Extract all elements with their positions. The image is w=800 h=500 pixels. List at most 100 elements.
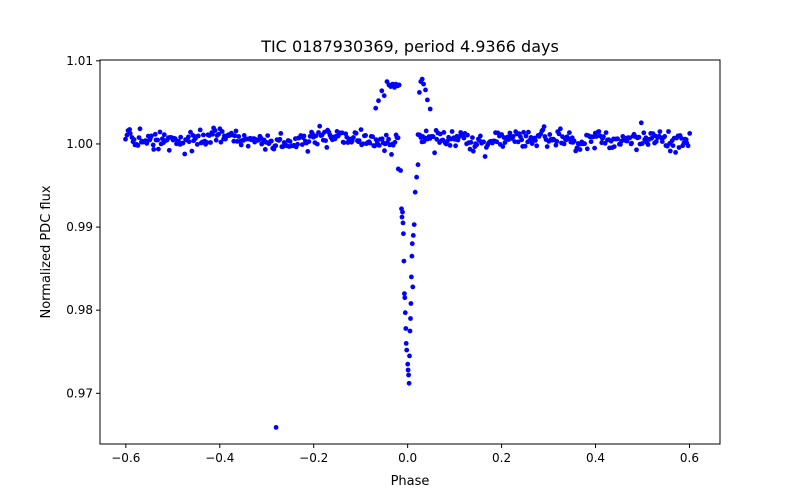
data-point <box>395 135 401 141</box>
data-point <box>547 132 553 137</box>
data-point <box>323 138 328 144</box>
data-point <box>670 143 676 149</box>
data-point <box>299 142 305 148</box>
data-point <box>341 140 347 146</box>
data-point <box>649 135 655 141</box>
data-point <box>386 136 391 142</box>
data-point <box>592 145 597 151</box>
data-point <box>180 140 186 146</box>
data-point <box>407 328 413 334</box>
data-point <box>339 130 345 136</box>
data-point <box>151 147 157 152</box>
data-point <box>470 135 475 141</box>
data-point <box>157 129 163 135</box>
data-point <box>402 295 408 301</box>
data-point <box>210 131 216 137</box>
data-point <box>407 353 412 359</box>
data-point <box>482 154 488 159</box>
data-point <box>603 130 609 136</box>
data-point <box>521 129 526 135</box>
data-point <box>404 347 410 353</box>
data-point <box>306 139 312 145</box>
data-point <box>423 128 429 134</box>
data-point <box>376 143 382 148</box>
data-point <box>685 143 691 149</box>
data-point <box>405 361 411 367</box>
data-point <box>402 310 408 316</box>
data-point <box>453 143 458 149</box>
x-tick-label: −0.4 <box>205 451 234 465</box>
data-point <box>213 137 219 143</box>
data-point <box>417 90 422 95</box>
data-point <box>425 97 430 103</box>
data-point <box>553 142 559 148</box>
data-point <box>400 220 406 226</box>
data-point <box>219 129 225 134</box>
data-point <box>212 128 218 133</box>
y-tick-label: 1.01 <box>66 54 93 68</box>
data-point <box>310 131 315 136</box>
data-point <box>204 140 210 145</box>
data-point <box>584 146 590 152</box>
data-point <box>588 139 594 145</box>
data-point <box>596 129 602 134</box>
y-tick-label: 0.99 <box>66 220 93 234</box>
data-point <box>273 143 279 149</box>
data-point <box>403 326 409 331</box>
data-point <box>445 138 450 144</box>
y-axis: 0.97 0.98 0.99 1.00 1.01 <box>66 54 100 400</box>
data-point <box>401 231 406 237</box>
data-point <box>657 129 663 135</box>
data-point <box>411 222 417 228</box>
data-point <box>135 143 141 148</box>
data-point <box>186 134 191 140</box>
data-point <box>241 133 247 138</box>
data-point <box>144 141 150 146</box>
x-tick-label: 0.6 <box>680 451 699 465</box>
data-point <box>376 98 381 104</box>
data-point <box>400 209 405 215</box>
data-point <box>470 148 476 154</box>
data-point <box>233 128 239 134</box>
data-point <box>372 143 377 149</box>
chart-title: TIC 0187930369, period 4.9366 days <box>260 37 559 56</box>
data-point <box>659 139 665 145</box>
data-point <box>415 162 421 168</box>
data-point <box>687 131 693 136</box>
data-point <box>673 150 678 155</box>
data-point <box>186 139 192 145</box>
data-point <box>522 143 528 149</box>
data-point <box>278 131 284 136</box>
data-point <box>161 132 167 138</box>
data-point <box>152 131 158 137</box>
data-point <box>432 150 437 156</box>
y-tick-label: 1.00 <box>66 137 93 151</box>
data-point <box>381 93 387 99</box>
data-point <box>196 133 201 139</box>
data-point <box>409 253 415 259</box>
data-point <box>481 139 486 145</box>
data-point <box>401 258 407 264</box>
x-tick-label: 0.4 <box>586 451 605 465</box>
data-point <box>410 284 416 290</box>
x-tick-label: −0.6 <box>111 451 140 465</box>
data-point <box>395 166 401 172</box>
data-point <box>305 149 311 154</box>
x-tick-label: 0.2 <box>492 451 511 465</box>
data-point <box>571 138 577 144</box>
data-point <box>194 142 200 147</box>
x-axis-label: Phase <box>391 474 430 489</box>
data-point <box>423 87 428 93</box>
data-point <box>406 380 412 386</box>
data-point <box>166 147 172 153</box>
data-point <box>408 301 414 306</box>
data-point <box>265 133 271 139</box>
data-point <box>653 139 659 144</box>
data-point <box>666 129 671 134</box>
data-point <box>468 140 474 145</box>
data-point <box>556 131 562 137</box>
data-point <box>396 82 402 88</box>
data-point <box>295 141 300 147</box>
data-point <box>409 274 414 280</box>
